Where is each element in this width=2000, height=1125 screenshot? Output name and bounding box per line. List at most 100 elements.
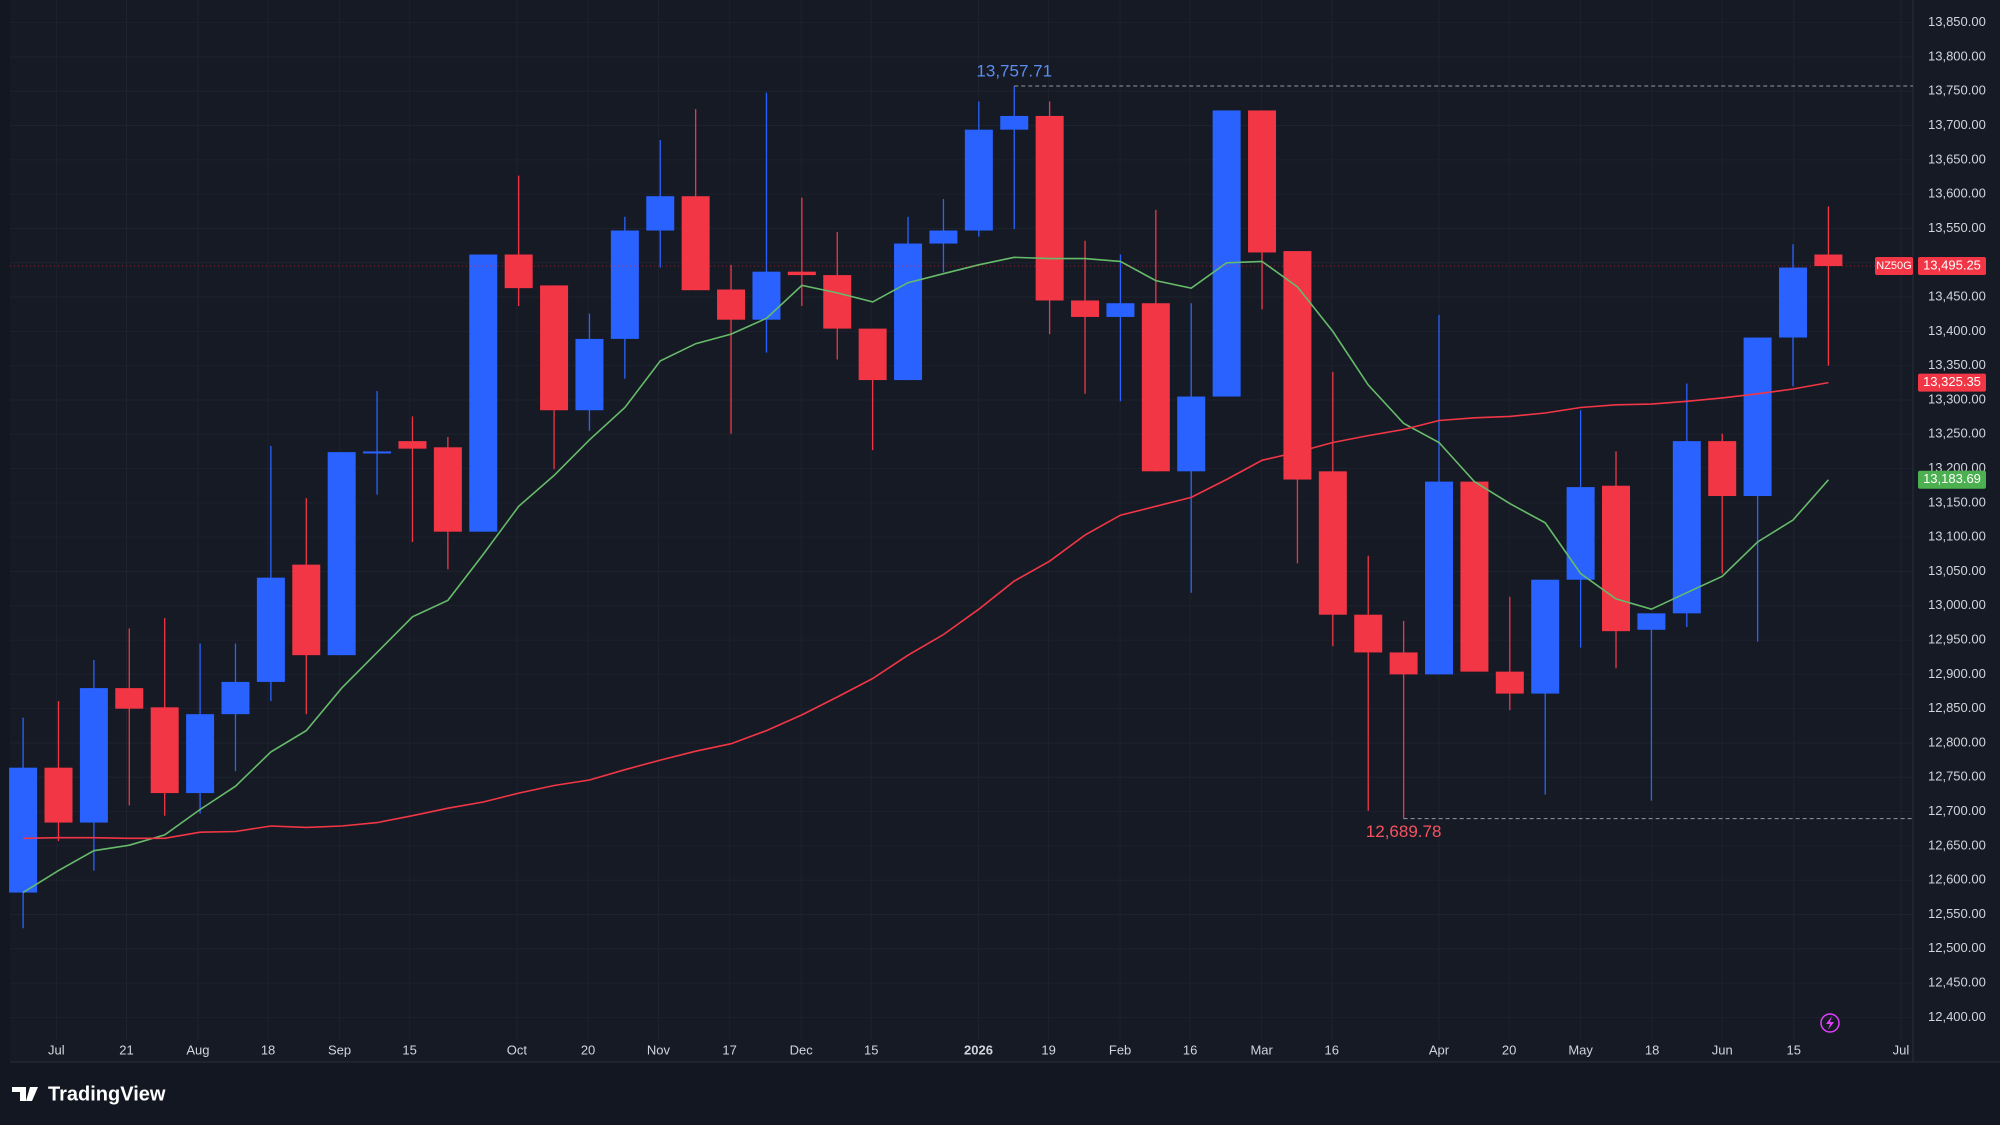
x-tick-label: 18 [261, 1042, 275, 1057]
y-tick-label: 12,850.00 [1928, 700, 1986, 715]
candle-body [1672, 441, 1701, 614]
candle-body [1035, 115, 1064, 301]
price-tag-label: 13,183.69 [1923, 471, 1981, 486]
x-tick-label: 20 [1502, 1042, 1516, 1057]
candle-body [787, 271, 816, 276]
candle-body [469, 254, 498, 532]
x-tick-label: 21 [119, 1042, 133, 1057]
marks [9, 85, 1913, 929]
price-tag-label: 13,495.25 [1923, 257, 1981, 272]
y-tick-label: 13,650.00 [1928, 151, 1986, 166]
y-tick-label: 12,700.00 [1928, 803, 1986, 818]
candle-body [256, 577, 285, 682]
symbol-tag [1875, 257, 1913, 276]
candle-body [1389, 652, 1418, 675]
moving-average [23, 381, 1829, 840]
candle-body [504, 254, 533, 289]
logo-icon [12, 1087, 38, 1101]
labels: 12,400.00 12,450.00 12,500.00 12,550.00 12,6… [48, 14, 1986, 1057]
candle-body [433, 447, 462, 532]
moving-average [22, 256, 1830, 894]
y-tick-label: 12,550.00 [1928, 906, 1986, 921]
x-tick-label: 18 [1645, 1042, 1659, 1057]
price-tag [1918, 257, 1986, 276]
y-tick-label: 12,800.00 [1928, 734, 1986, 749]
icon-circle [1820, 1013, 1840, 1033]
candle-body [1106, 303, 1135, 317]
y-tick-label: 13,700.00 [1928, 117, 1986, 132]
candle-body [398, 441, 427, 449]
candle-body [894, 243, 923, 381]
candle-body [292, 564, 321, 656]
price-tag [1918, 470, 1986, 489]
candle-body [823, 275, 852, 329]
x-tick-label: Oct [507, 1042, 528, 1057]
candle-body [540, 285, 569, 411]
candle-body [44, 767, 73, 823]
candle-body [1071, 300, 1100, 317]
candle-body [858, 328, 887, 381]
candle-body [1000, 115, 1029, 130]
candle-body [1460, 481, 1489, 672]
x-tick-label: 15 [1786, 1042, 1800, 1057]
plot-area [10, 0, 2000, 1062]
candle-body [1354, 614, 1383, 653]
y-tick-label: 12,600.00 [1928, 872, 1986, 887]
icon-bolt [1826, 1016, 1834, 1030]
x-tick-label: 19 [1041, 1042, 1055, 1057]
candle-body [150, 707, 179, 794]
grid [10, 0, 1913, 1040]
x-tick-label: Jul [48, 1042, 65, 1057]
y-tick-label: 13,450.00 [1928, 288, 1986, 303]
candle-body [9, 767, 38, 893]
x-tick-label: 16 [1183, 1042, 1197, 1057]
x-tick-label: Jun [1712, 1042, 1733, 1057]
y-tick-label: 13,150.00 [1928, 494, 1986, 509]
replay-icon[interactable] [1820, 1013, 1840, 1033]
candle-body [1141, 303, 1170, 472]
y-tick-label: 12,650.00 [1928, 837, 1986, 852]
candle-body [929, 230, 958, 244]
logo[interactable]: TradingView [12, 1083, 166, 1105]
candle-body [1637, 613, 1666, 630]
y-tick-label: 12,900.00 [1928, 666, 1986, 681]
candle-body [115, 688, 144, 709]
logo-text: TradingView [48, 1083, 166, 1105]
price-tag-label: 13,325.35 [1923, 374, 1981, 389]
candle-body [1814, 254, 1843, 267]
candle-body [1177, 396, 1206, 472]
candle-body [1283, 251, 1312, 480]
x-tick-label: Feb [1109, 1042, 1131, 1057]
x-tick-label: Aug [186, 1042, 209, 1057]
y-tick-label: 13,050.00 [1928, 563, 1986, 578]
candle-body [221, 681, 250, 715]
y-tick-label: 12,500.00 [1928, 940, 1986, 955]
x-tick-label: 2026 [964, 1042, 993, 1057]
candle-body [575, 338, 604, 411]
x-tick-label: 17 [722, 1042, 736, 1057]
x-tick-label: 15 [864, 1042, 878, 1057]
x-tick-label: Dec [790, 1042, 814, 1057]
x-tick-label: Jul [1893, 1042, 1910, 1057]
candle-body [1708, 441, 1737, 497]
x-tick-label: Sep [328, 1042, 351, 1057]
candle-body [681, 196, 710, 291]
candle-body [1531, 579, 1560, 694]
candle-body [1318, 471, 1347, 615]
candle-body [186, 714, 215, 794]
x-tick-label: Mar [1250, 1042, 1273, 1057]
extreme-label: 12,689.78 [1366, 822, 1442, 841]
x-tick-label: 20 [581, 1042, 595, 1057]
y-tick-label: 13,750.00 [1928, 83, 1986, 98]
y-tick-label: 13,800.00 [1928, 48, 1986, 63]
candle-body [610, 230, 639, 339]
candle-body [1743, 337, 1772, 497]
y-tick-label: 13,850.00 [1928, 14, 1986, 29]
y-tick-label: 13,550.00 [1928, 220, 1986, 235]
y-tick-label: 13,300.00 [1928, 391, 1986, 406]
candle-body [1566, 487, 1595, 580]
candle-body [717, 289, 746, 320]
y-tick-label: 12,950.00 [1928, 632, 1986, 647]
